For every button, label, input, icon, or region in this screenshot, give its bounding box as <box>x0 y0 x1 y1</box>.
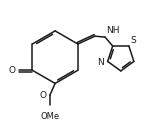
Text: N: N <box>98 58 104 67</box>
Text: O: O <box>39 91 46 100</box>
Text: S: S <box>130 36 136 45</box>
Text: NH: NH <box>106 26 119 35</box>
Text: O: O <box>9 66 15 75</box>
Text: OMe: OMe <box>40 112 59 121</box>
